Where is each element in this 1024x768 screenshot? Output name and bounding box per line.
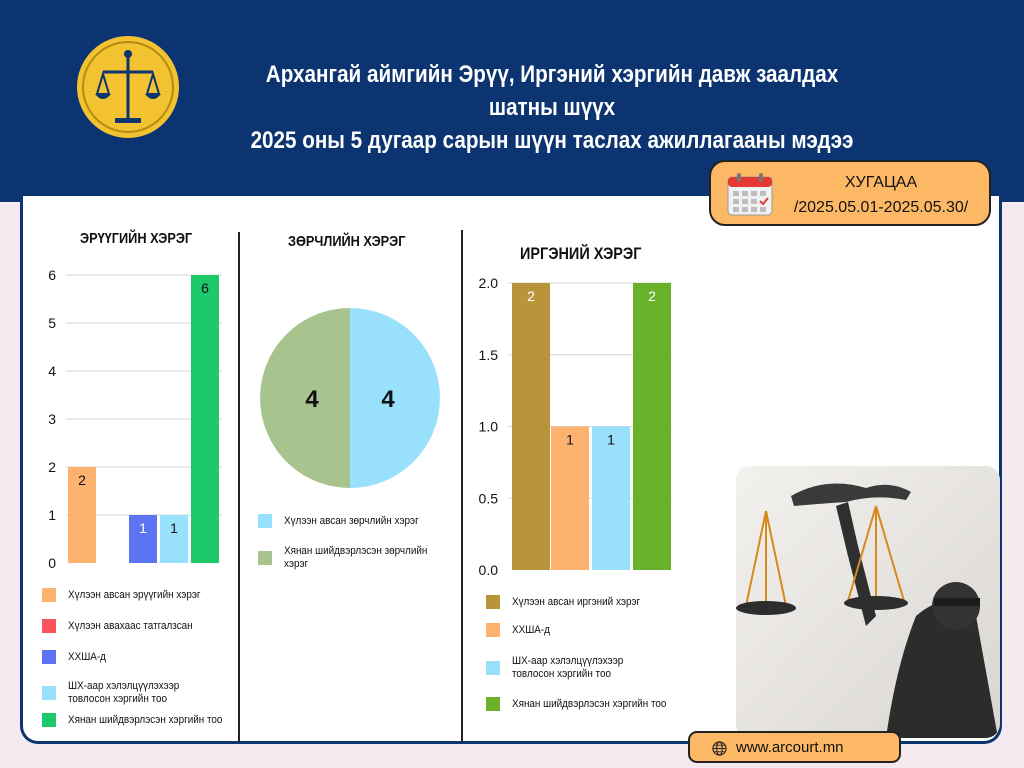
website-link[interactable]: www.arcourt.mn: [736, 739, 844, 756]
y-tick-label: 1.0: [479, 419, 499, 435]
legend-swatch: [486, 595, 500, 609]
legend-swatch: [42, 619, 56, 633]
criminal-chart-title: ЭРҮҮГИЙН ХЭРЭГ: [80, 230, 193, 247]
y-tick-label: 1: [48, 507, 56, 523]
y-tick-label: 0: [48, 555, 56, 571]
page-title: Архангай аймгийн Эрүү, Иргэний хэргийн д…: [242, 58, 861, 157]
calendar-icon: [727, 173, 773, 216]
bar-data-label: 1: [566, 432, 574, 448]
legend-item: ШХ-аар хэлэлцүүлэхээр товлосон хэргийн т…: [486, 655, 662, 681]
y-tick-label: 1.5: [479, 347, 499, 363]
globe-icon: [712, 741, 727, 756]
legend-item: Хүлээн авсан эрүүгийн хэрэг: [42, 588, 215, 602]
bar-data-label: 6: [201, 280, 209, 296]
pie-slice: [350, 308, 440, 488]
pie-slice: [260, 308, 350, 488]
legend-item: Хүлээн авсан иргэний хэрэг: [486, 595, 654, 609]
bar-data-label: 1: [607, 432, 615, 448]
y-tick-label: 3: [48, 411, 56, 427]
legend-label: ХХШA-д: [68, 650, 106, 663]
legend-swatch: [42, 588, 56, 602]
legend-label: Хянан шийдвэрлэсэн хэргийн тоо: [68, 713, 223, 726]
y-tick-label: 2.0: [479, 275, 499, 291]
y-tick-label: 4: [48, 363, 56, 379]
legend-item: ХХШA-д: [42, 650, 110, 664]
legend-item: Хянан шийдвэрлэсэн хэргийн тоо: [42, 713, 240, 727]
legend-item: ХХШA-д: [486, 623, 554, 637]
bar: [191, 275, 219, 563]
legend-swatch: [486, 623, 500, 637]
pie-data-label: 4: [381, 386, 395, 413]
legend-item: ШХ-аар хэлэлцүүлэхээр товлосон хэргийн т…: [42, 680, 238, 706]
bar-data-label: 2: [78, 472, 86, 488]
bar: [160, 515, 188, 563]
section-divider: [238, 232, 240, 742]
y-tick-label: 5: [48, 315, 56, 331]
legend-item: Хянан шийдвэрлэсэн зөрчлийн хэрэг: [258, 545, 454, 571]
y-tick-label: 0.5: [479, 490, 499, 506]
bar-data-label: 2: [527, 288, 535, 304]
title-line-1: Архангай аймгийн Эрүү, Иргэний хэргийн д…: [265, 61, 839, 121]
legend-label: Хянан шийдвэрлэсэн хэргийн тоо: [512, 697, 667, 710]
legend-item: Хүлээн авсан зөрчлийн хэрэг: [258, 514, 434, 528]
legend-label: Хүлээн авсан эрүүгийн хэрэг: [68, 588, 201, 601]
bar: [512, 283, 550, 570]
section-divider: [461, 230, 463, 742]
bar-data-label: 1: [139, 520, 147, 536]
website-badge[interactable]: www.arcourt.mn: [688, 731, 901, 763]
pie-data-label: 4: [305, 386, 319, 413]
court-emblem-logo: [75, 34, 181, 140]
legend-swatch: [42, 650, 56, 664]
legend-item: Хянан шийдвэрлэсэн хэргийн тоо: [486, 697, 684, 711]
bar-data-label: 2: [648, 288, 656, 304]
period-badge: ХУГАЦАА /2025.05.01-2025.05.30/: [709, 160, 991, 226]
legend-swatch: [42, 713, 56, 727]
lady-justice-photo: [736, 466, 1000, 738]
legend-swatch: [486, 697, 500, 711]
legend-swatch: [258, 514, 272, 528]
legend-item: Хүлээн авахаас татгалзсан: [42, 619, 206, 633]
civil-chart-title: ИРГЭНИЙ ХЭРЭГ: [520, 244, 642, 263]
y-tick-label: 6: [48, 267, 56, 283]
bar: [592, 426, 630, 570]
legend-label: ШХ-аар хэлэлцүүлэхээр товлосон хэргийн т…: [512, 655, 624, 680]
violation-chart-title: ЗӨРЧЛИЙН ХЭРЭГ: [288, 233, 406, 250]
title-line-2: 2025 оны 5 дугаар сарын шүүн таслах ажил…: [250, 127, 854, 154]
legend-label: Хүлээн авсан зөрчлийн хэрэг: [284, 514, 419, 527]
legend-label: Хүлээн авсан иргэний хэрэг: [512, 595, 641, 608]
legend-swatch: [486, 661, 500, 675]
legend-label: Хүлээн авахаас татгалзсан: [68, 619, 193, 632]
bar: [68, 467, 96, 563]
legend-swatch: [258, 551, 272, 565]
y-tick-label: 0.0: [479, 562, 499, 578]
period-range: /2025.05.01-2025.05.30/: [793, 199, 969, 216]
bar: [633, 283, 671, 570]
bar-data-label: 1: [170, 520, 178, 536]
legend-label: ХХШA-д: [512, 623, 550, 636]
legend-label: Хянан шийдвэрлэсэн зөрчлийн хэрэг: [284, 545, 428, 570]
y-tick-label: 2: [48, 459, 56, 475]
legend-swatch: [42, 686, 56, 700]
legend-label: ШХ-аар хэлэлцүүлэхээр товлосон хэргийн т…: [68, 680, 180, 705]
period-label: ХУГАЦАА: [844, 174, 918, 191]
bar: [129, 515, 157, 563]
bar: [551, 426, 589, 570]
